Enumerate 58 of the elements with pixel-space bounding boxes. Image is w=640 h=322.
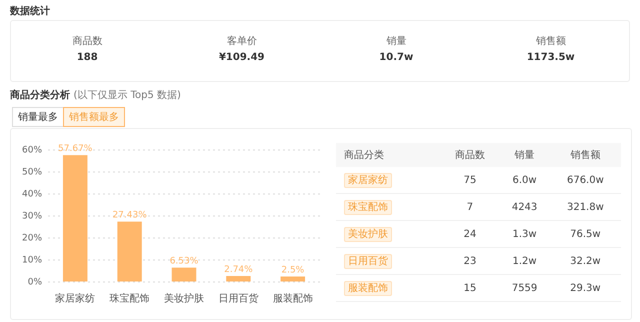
bar bbox=[226, 276, 251, 282]
text: 76.5w bbox=[550, 220, 621, 248]
text: 4243 bbox=[499, 194, 550, 220]
category-label: 销量 bbox=[499, 143, 550, 167]
text: 1.3w bbox=[499, 220, 550, 248]
chart-title: 商品分类分析 bbox=[10, 90, 70, 101]
text: 珠宝配饰 bbox=[344, 200, 392, 215]
text: 1173.5w bbox=[526, 52, 576, 63]
y-tick-label: 40% bbox=[22, 189, 42, 200]
text: 商品数 bbox=[71, 34, 104, 48]
bar bbox=[62, 155, 88, 282]
text: 数据统计 bbox=[10, 4, 50, 18]
text: 29.3w bbox=[550, 274, 621, 302]
bar bbox=[280, 276, 306, 282]
data-label: 2.5% bbox=[281, 265, 305, 276]
text: 销售额最多 bbox=[63, 107, 125, 127]
text: 7559 bbox=[499, 274, 550, 302]
chart-subtitle: (以下仅显示 Top5 数据) bbox=[73, 90, 181, 101]
text: 7 bbox=[440, 194, 500, 220]
y-tick-label: 60% bbox=[22, 145, 42, 156]
data-label: 2.74% bbox=[224, 264, 254, 275]
text: ¥109.49 bbox=[218, 52, 266, 63]
text: 75 bbox=[440, 167, 500, 194]
text: 美妆护肤 bbox=[344, 227, 392, 242]
data-label: 57.67% bbox=[58, 144, 93, 154]
bar bbox=[117, 222, 142, 282]
data-label: 27.43% bbox=[112, 210, 148, 220]
text: 321.8w bbox=[550, 194, 621, 220]
y-tick-label: 30% bbox=[22, 211, 42, 222]
category-label: 商品数 bbox=[440, 143, 500, 167]
text: 1.2w bbox=[499, 248, 550, 274]
y-tick-label: 20% bbox=[22, 233, 42, 244]
text: 6.0w bbox=[499, 167, 550, 194]
text: 家居家纺 bbox=[344, 173, 392, 188]
text: 32.2w bbox=[550, 248, 621, 274]
x-tick-label: 美妆护肤 bbox=[164, 292, 204, 305]
text: 676.0w bbox=[550, 167, 621, 194]
x-tick-label: 家居家纺 bbox=[55, 292, 96, 305]
text: 销量最多 bbox=[12, 107, 64, 127]
x-tick-label: 珠宝配饰 bbox=[110, 292, 150, 305]
text: 销售额 bbox=[534, 34, 567, 48]
x-tick-label: 服装配饰 bbox=[272, 292, 313, 305]
bar bbox=[172, 268, 196, 282]
y-tick-label: 10% bbox=[22, 255, 42, 266]
text: 销量 bbox=[385, 35, 408, 48]
text: 15 bbox=[440, 274, 500, 302]
text: 客单价 bbox=[226, 34, 258, 48]
y-tick-label: 50% bbox=[22, 167, 42, 178]
x-tick-label: 日用百货 bbox=[218, 292, 258, 305]
text: 日用百货 bbox=[344, 254, 392, 269]
text: 10.7w bbox=[378, 52, 414, 63]
y-tick-label: 0% bbox=[28, 277, 42, 288]
text: 188 bbox=[76, 52, 99, 63]
category-label: 销售额 bbox=[550, 143, 621, 167]
category-label: 商品分类 bbox=[336, 143, 441, 167]
text: 24 bbox=[440, 220, 500, 248]
data-label: 6.53% bbox=[170, 256, 199, 266]
text: 23 bbox=[440, 248, 500, 274]
